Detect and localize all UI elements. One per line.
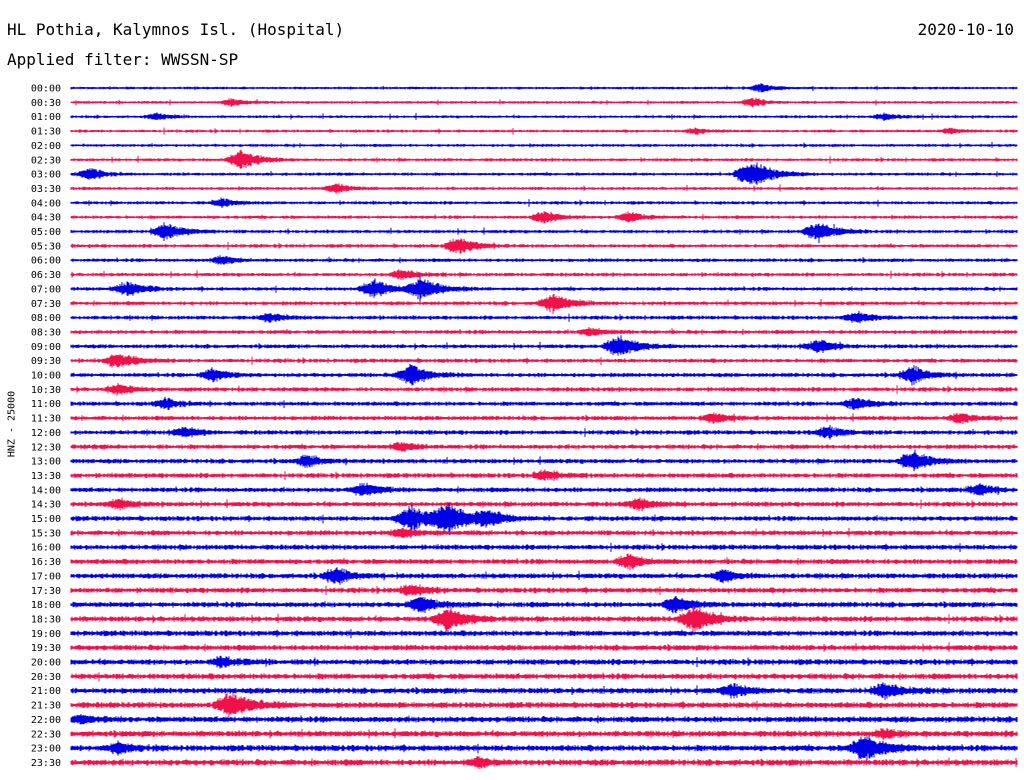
row-time-label: 12:00 bbox=[31, 428, 61, 439]
row-time-label: 16:00 bbox=[31, 543, 61, 554]
row-time-label: 20:30 bbox=[31, 672, 61, 683]
row-time-label: 15:00 bbox=[31, 514, 61, 525]
row-time-label: 21:30 bbox=[31, 701, 61, 712]
row-time-label: 03:00 bbox=[31, 170, 61, 181]
row-time-label: 02:00 bbox=[31, 141, 61, 152]
row-time-label: 11:00 bbox=[31, 399, 61, 410]
row-time-label: 06:00 bbox=[31, 256, 61, 267]
row-time-label: 08:00 bbox=[31, 313, 61, 324]
station-title: HL Pothia, Kalymnos Isl. (Hospital) bbox=[7, 20, 345, 39]
row-time-label: 13:00 bbox=[31, 457, 61, 468]
row-time-label: 19:00 bbox=[31, 629, 61, 640]
row-time-label: 00:30 bbox=[31, 98, 61, 109]
row-time-label: 18:00 bbox=[31, 600, 61, 611]
row-time-label: 17:00 bbox=[31, 571, 61, 582]
row-time-label: 05:30 bbox=[31, 241, 61, 252]
row-time-label: 19:30 bbox=[31, 643, 61, 654]
row-time-label: 11:30 bbox=[31, 414, 61, 425]
row-time-label: 01:00 bbox=[31, 112, 61, 123]
row-time-label: 08:30 bbox=[31, 327, 61, 338]
row-time-label: 18:30 bbox=[31, 614, 61, 625]
row-time-label: 14:30 bbox=[31, 500, 61, 511]
row-time-label: 09:00 bbox=[31, 342, 61, 353]
y-axis-label: HNZ - 25000 bbox=[6, 390, 18, 458]
filter-label: Applied filter: WWSSN-SP bbox=[7, 50, 239, 69]
row-time-label: 23:00 bbox=[31, 744, 61, 755]
row-time-label: 06:30 bbox=[31, 270, 61, 281]
trace-0900 bbox=[70, 335, 1018, 356]
row-time-label: 05:00 bbox=[31, 227, 61, 238]
row-time-label: 12:30 bbox=[31, 442, 61, 453]
row-time-label: 07:30 bbox=[31, 299, 61, 310]
row-time-label: 16:30 bbox=[31, 557, 61, 568]
date-label: 2020-10-10 bbox=[917, 20, 1014, 39]
row-time-label: 22:00 bbox=[31, 715, 61, 726]
row-time-label: 13:30 bbox=[31, 471, 61, 482]
trace-2300 bbox=[70, 735, 1018, 762]
row-time-label: 04:30 bbox=[31, 213, 61, 224]
trace-1300 bbox=[70, 449, 1018, 472]
row-time-label: 01:30 bbox=[31, 127, 61, 138]
row-time-label: 02:30 bbox=[31, 155, 61, 166]
row-time-label: 10:00 bbox=[31, 371, 61, 382]
row-time-label: 04:00 bbox=[31, 198, 61, 209]
row-time-label: 23:30 bbox=[31, 758, 61, 769]
trace-0500 bbox=[70, 222, 1018, 244]
row-time-label: 00:00 bbox=[31, 84, 61, 95]
row-time-label: 15:30 bbox=[31, 528, 61, 539]
row-time-label: 09:30 bbox=[31, 356, 61, 367]
row-time-label: 14:00 bbox=[31, 485, 61, 496]
row-time-label: 10:30 bbox=[31, 385, 61, 396]
row-time-label: 22:30 bbox=[31, 729, 61, 740]
row-time-label: 17:30 bbox=[31, 586, 61, 597]
row-time-label: 03:30 bbox=[31, 184, 61, 195]
row-time-label: 07:00 bbox=[31, 284, 61, 295]
row-time-label: 20:00 bbox=[31, 658, 61, 669]
row-time-label: 21:00 bbox=[31, 686, 61, 697]
